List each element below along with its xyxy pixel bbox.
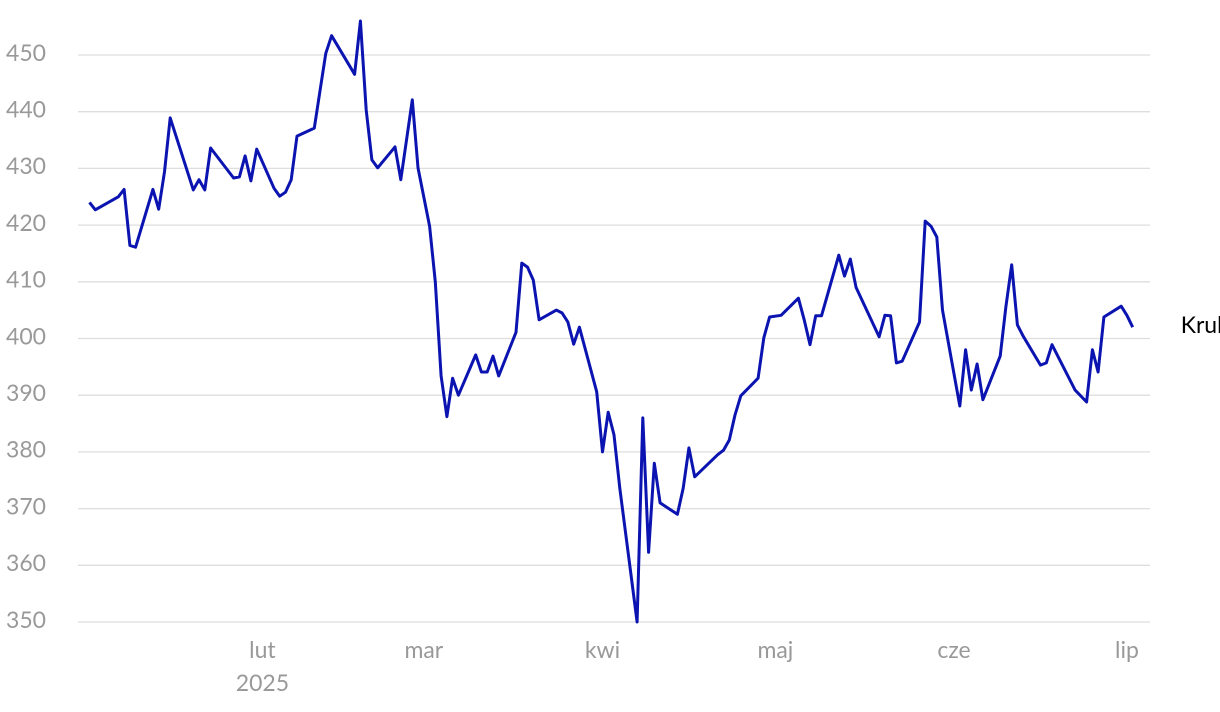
series-line (88, 19, 1135, 624)
y-tick-label: 380 (6, 435, 46, 463)
y-tick-label: 350 (6, 605, 46, 633)
y-tick-label: 430 (6, 151, 46, 179)
year-label: 2025 (236, 668, 289, 696)
y-tick-label: 440 (6, 95, 46, 123)
y-tick-label: 400 (6, 321, 46, 349)
x-tick-label: cze (937, 635, 970, 663)
x-tick-label: maj (757, 635, 793, 663)
x-tick-label: kwi (585, 635, 620, 663)
x-tick-label: lut (249, 635, 276, 663)
y-tick-label: 370 (6, 491, 46, 519)
series-label: Kruk (1181, 310, 1220, 338)
y-tick-label: 410 (6, 265, 46, 293)
y-tick-label: 360 (6, 548, 46, 576)
y-tick-label: 420 (6, 208, 46, 236)
x-tick-label: lip (1115, 635, 1139, 663)
y-tick-label: 390 (6, 378, 46, 406)
x-tick-label: mar (404, 635, 443, 663)
y-tick-label: 450 (6, 38, 46, 66)
